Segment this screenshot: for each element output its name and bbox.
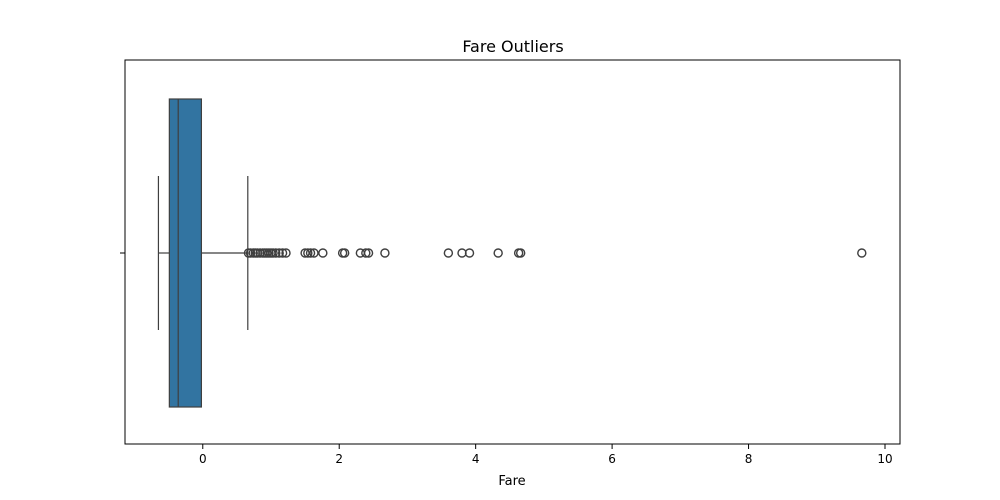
outlier-point <box>318 248 328 258</box>
x-tick-label: 0 <box>199 452 207 466</box>
x-tick-label: 10 <box>877 452 892 466</box>
outlier-point <box>380 248 390 258</box>
outlier-point <box>443 248 454 258</box>
x-tick-label: 4 <box>472 452 480 466</box>
iqr-box <box>168 98 203 408</box>
outlier-point <box>300 248 310 258</box>
outlier-point <box>464 248 475 258</box>
outlier-point <box>245 248 256 258</box>
outlier-point <box>255 248 265 258</box>
outlier-point <box>363 248 374 258</box>
x-tick-label: 2 <box>335 452 343 466</box>
outlier-point <box>268 248 278 258</box>
x-axis-label: Fare <box>498 474 525 489</box>
outlier-point <box>515 248 526 258</box>
outlier-point <box>271 248 281 258</box>
x-tick-label: 6 <box>608 452 616 466</box>
plot-frame <box>124 59 901 445</box>
outlier-point <box>361 248 371 258</box>
outlier-point <box>281 248 291 258</box>
outlier-point <box>857 248 867 258</box>
outlier-point <box>274 248 284 258</box>
outlier-point <box>493 248 503 258</box>
outlier-point <box>457 248 467 258</box>
outlier-point <box>277 248 288 258</box>
outlier-point <box>303 248 313 258</box>
outlier-point <box>309 248 319 258</box>
chart-title: Fare Outliers <box>462 37 563 56</box>
outlier-point <box>339 248 350 258</box>
outlier-point <box>305 248 316 258</box>
x-tick-label: 8 <box>745 452 753 466</box>
